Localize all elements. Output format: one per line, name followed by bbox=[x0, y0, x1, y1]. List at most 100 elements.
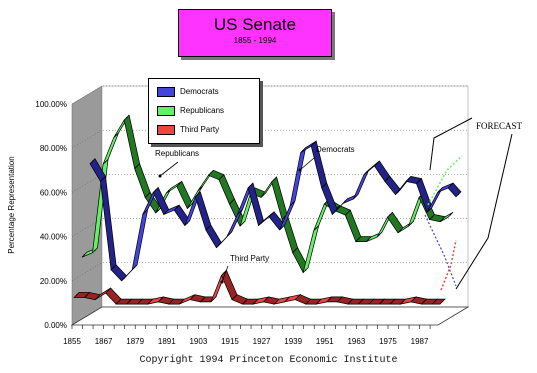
data-point bbox=[376, 162, 378, 165]
x-tick-label: 1855 bbox=[63, 337, 81, 346]
data-point bbox=[355, 195, 357, 198]
data-point bbox=[262, 194, 265, 196]
legend-label-republicans: Republicans bbox=[180, 106, 225, 115]
y-tick-label: 20.00% bbox=[40, 277, 67, 286]
series-republicans bbox=[81, 114, 454, 274]
data-point bbox=[334, 211, 336, 213]
data-point bbox=[378, 234, 381, 236]
data-point bbox=[391, 301, 394, 303]
data-point bbox=[112, 266, 115, 268]
legend-item-republicans: Republicans bbox=[157, 105, 224, 116]
data-point bbox=[431, 216, 433, 218]
series-democrats bbox=[89, 140, 462, 282]
legend-swatch-republicans bbox=[157, 105, 175, 116]
x-tick-label: 1951 bbox=[316, 337, 334, 346]
data-point bbox=[270, 213, 273, 215]
chart-subtitle: 1855 - 1994 bbox=[233, 36, 277, 45]
y-tick-label: 100.00% bbox=[35, 100, 67, 109]
data-point bbox=[107, 289, 109, 292]
legend: Democrats Republicans Third Party bbox=[148, 78, 260, 144]
data-point bbox=[402, 301, 404, 303]
forecast-bracket-top bbox=[429, 117, 473, 171]
data-point bbox=[450, 184, 452, 187]
legend-label-democrats: Democrats bbox=[180, 87, 219, 96]
data-point bbox=[307, 301, 309, 303]
data-point bbox=[94, 249, 96, 251]
data-point bbox=[397, 191, 399, 193]
line-segment bbox=[447, 182, 462, 198]
data-point bbox=[412, 298, 415, 300]
line-segment bbox=[439, 212, 454, 223]
x-tick-label: 1867 bbox=[95, 337, 113, 346]
annotation-third-party: Third Party bbox=[230, 254, 269, 263]
y-tick-label: 60.00% bbox=[40, 188, 67, 197]
annotation-republicans-arrowhead bbox=[158, 174, 162, 178]
data-point bbox=[83, 254, 86, 256]
forecast-line-third-party bbox=[440, 239, 457, 291]
annotations-layer: Republicans Democrats Third Party bbox=[155, 145, 355, 284]
data-point bbox=[239, 211, 241, 213]
annotation-third-party-arrowhead bbox=[220, 280, 224, 284]
data-point bbox=[281, 226, 283, 229]
data-point bbox=[265, 298, 267, 300]
data-point bbox=[315, 227, 317, 229]
data-point bbox=[176, 207, 178, 209]
data-point bbox=[218, 244, 220, 246]
x-tick-label: 1891 bbox=[158, 337, 176, 346]
annotation-third-party-arrow bbox=[221, 265, 229, 283]
x-tick-label: 1903 bbox=[189, 337, 207, 346]
data-point bbox=[249, 184, 252, 187]
data-point bbox=[442, 218, 444, 220]
legend-label-third-party: Third Party bbox=[180, 125, 220, 134]
data-point bbox=[126, 117, 128, 119]
legend-item-democrats: Democrats bbox=[157, 86, 219, 97]
data-point bbox=[144, 211, 146, 213]
data-point bbox=[399, 229, 402, 231]
data-point bbox=[407, 178, 410, 180]
data-point bbox=[102, 178, 104, 180]
data-point bbox=[276, 301, 278, 303]
data-point bbox=[313, 142, 315, 145]
legend-item-third-party: Third Party bbox=[157, 124, 219, 135]
forecast-bracket-bottom bbox=[455, 133, 513, 290]
line-segment bbox=[431, 298, 446, 305]
data-point bbox=[202, 298, 204, 300]
data-point bbox=[139, 301, 141, 303]
y-tick-label: 80.00% bbox=[40, 144, 67, 153]
left-wall bbox=[71, 85, 103, 326]
x-tick-label: 1879 bbox=[126, 337, 144, 346]
data-point bbox=[254, 301, 257, 303]
y-axis-label: Percentage Representation bbox=[7, 156, 16, 253]
series-layer bbox=[73, 114, 462, 305]
data-point bbox=[96, 296, 99, 298]
forecast-layer: FORECAST bbox=[424, 117, 523, 291]
data-point bbox=[381, 301, 383, 303]
x-axis-ticks: 1855 1867 1879 1891 1903 1915 1927 1939 1951 1963… bbox=[63, 325, 431, 346]
annotation-democrats-arrowhead bbox=[298, 168, 302, 172]
copyright-footer: Copyright 1994 Princeton Economic Instit… bbox=[139, 355, 398, 366]
annotation-democrats: Democrats bbox=[316, 145, 355, 154]
data-point bbox=[439, 189, 441, 191]
x-tick-label: 1939 bbox=[284, 337, 302, 346]
data-point bbox=[220, 176, 223, 178]
data-point bbox=[357, 238, 359, 240]
data-point bbox=[212, 298, 215, 300]
x-tick-label: 1927 bbox=[253, 337, 271, 346]
data-point bbox=[104, 161, 107, 163]
data-point bbox=[386, 178, 389, 180]
data-point bbox=[207, 226, 209, 229]
data-point bbox=[155, 189, 157, 191]
data-point bbox=[191, 296, 193, 298]
data-point bbox=[360, 301, 362, 303]
data-point bbox=[168, 189, 170, 192]
data-point bbox=[149, 301, 151, 303]
data-point bbox=[328, 298, 330, 300]
data-point bbox=[302, 149, 304, 151]
series-third-party bbox=[73, 269, 446, 305]
y-tick-label: 0.00% bbox=[44, 321, 67, 330]
data-point bbox=[260, 222, 262, 224]
data-point bbox=[233, 296, 236, 298]
data-point bbox=[339, 298, 341, 300]
data-point bbox=[147, 194, 149, 196]
annotation-democrats-arrow bbox=[299, 157, 315, 171]
